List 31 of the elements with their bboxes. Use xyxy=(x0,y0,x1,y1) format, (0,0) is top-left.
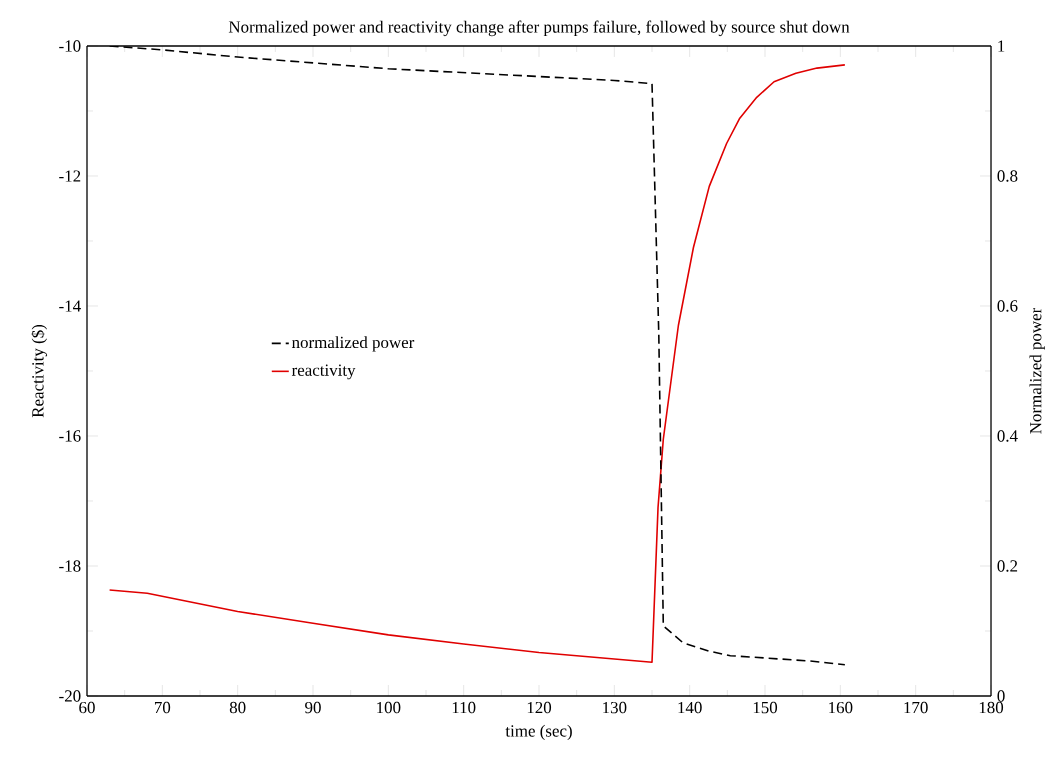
x-tick-label: 120 xyxy=(527,701,552,714)
x-tick-label: 90 xyxy=(305,701,321,714)
y2-tick-label: 0.4 xyxy=(997,430,1018,442)
x-tick-label: 160 xyxy=(829,701,853,714)
y2-axis-title: Normalized power xyxy=(1029,307,1045,434)
y-tick-label: -14 xyxy=(59,300,81,312)
x-tick-label: 170 xyxy=(904,701,928,714)
y-tick-label: -18 xyxy=(59,560,81,572)
y-tick-label: -20 xyxy=(59,690,81,702)
x-tick-label: 60 xyxy=(79,701,95,714)
y-tick-label: -12 xyxy=(59,170,81,182)
y2-tick-label: 0.6 xyxy=(997,300,1018,312)
x-axis-title: time (sec) xyxy=(505,724,572,741)
x-tick-label: 110 xyxy=(452,701,476,714)
y2-tick-label: 0.8 xyxy=(997,170,1018,182)
x-tick-label: 100 xyxy=(377,701,401,714)
y-tick-label: -10 xyxy=(59,40,81,52)
legend-label: normalized power xyxy=(291,336,415,352)
x-tick-label: 130 xyxy=(603,701,627,714)
y2-tick-label: 0.2 xyxy=(997,560,1018,572)
chart-title: Normalized power and reactivity change after pumps failure, followed by source shut down xyxy=(228,20,850,37)
x-tick-label: 150 xyxy=(753,701,778,714)
y2-tick-label: 1 xyxy=(998,40,1005,52)
x-tick-label: 180 xyxy=(979,701,1004,714)
legend-label: reactivity xyxy=(291,364,356,380)
x-tick-label: 140 xyxy=(678,701,702,714)
y2-tick-label: 0 xyxy=(997,690,1005,702)
x-tick-label: 80 xyxy=(229,701,246,714)
y-tick-label: -16 xyxy=(59,430,81,442)
y-axis-title: Reactivity ($) xyxy=(31,324,48,418)
x-tick-label: 70 xyxy=(154,701,171,714)
